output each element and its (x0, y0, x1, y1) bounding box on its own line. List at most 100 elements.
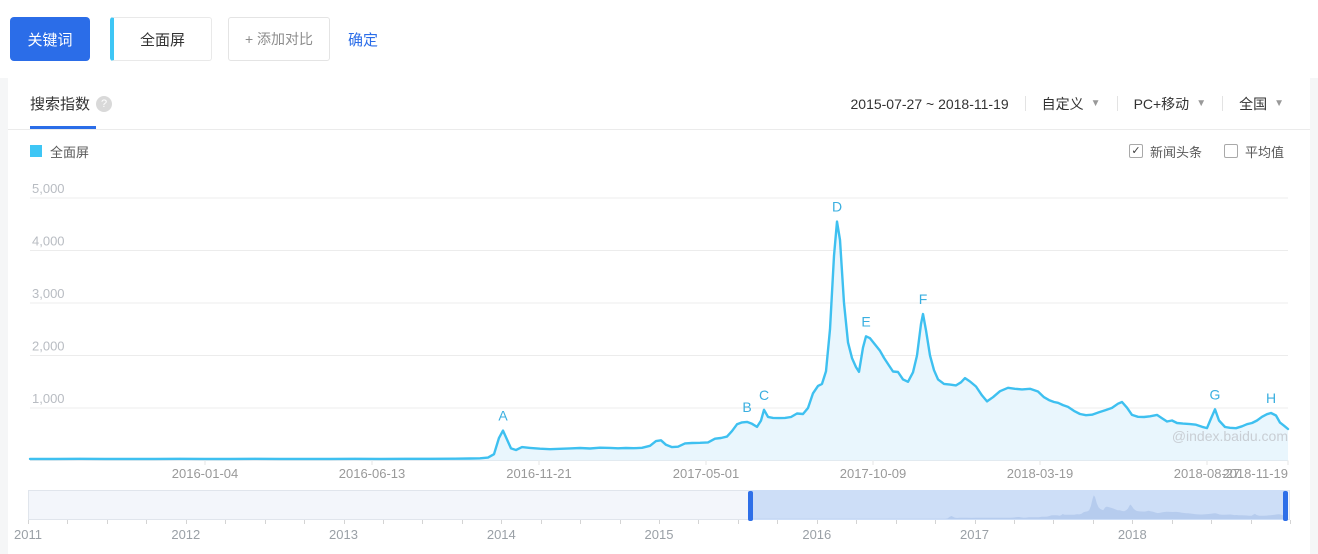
slider-year-label: 2013 (329, 527, 358, 542)
slider-tick (1171, 520, 1173, 524)
keyword-tab-label: 全面屏 (139, 31, 185, 49)
slider-selection[interactable] (750, 490, 1286, 520)
top-toolbar: 关键词 全面屏 + 添加对比 确定 (0, 0, 1318, 78)
slider-year-label: 2012 (171, 527, 201, 542)
dropdown-device-label: PC+移动 (1133, 95, 1190, 112)
y-axis-label: 3,000 (32, 286, 65, 301)
slider-tick (895, 520, 897, 524)
slider-tick (777, 520, 779, 524)
slider-track[interactable] (28, 490, 1290, 521)
dropdown-region[interactable]: 全国 ▼ (1239, 94, 1284, 114)
slider-year-label: 2016 (802, 527, 832, 542)
x-axis-label: 2018-08-27 (1174, 466, 1241, 481)
help-icon[interactable]: ? (96, 95, 113, 112)
add-compare-button[interactable]: + 添加对比 (228, 17, 330, 61)
x-axis-label: 2017-10-09 (840, 466, 907, 481)
slider-tick (225, 520, 227, 524)
slider-tick (1290, 520, 1291, 524)
dropdown-date-mode-label: 自定义 (1041, 95, 1084, 112)
confirm-link[interactable]: 确定 (348, 31, 379, 49)
y-axis-label: 5,000 (32, 181, 65, 196)
toggle-news-headlines[interactable]: ✓ 新闻头条 (1128, 142, 1202, 161)
slider-tick (343, 520, 345, 524)
legend-row: 全面屏 ✓ 新闻头条 平均值 (30, 138, 1284, 164)
trend-chart[interactable]: 1,000 2,000 3,000 4,000 5,000 2016-01-04 2016-… (8, 173, 1310, 485)
toggle-average-label: 平均值 (1244, 144, 1284, 160)
keyword-button[interactable]: 关键词 (10, 17, 90, 61)
slider-tick (1092, 520, 1094, 524)
slider-year-label: 2015 (644, 527, 674, 542)
peak-marker-G[interactable]: G (1210, 386, 1221, 402)
slider-tick (816, 520, 818, 524)
dropdown-region-label: 全国 (1239, 95, 1268, 112)
divider (1116, 96, 1118, 111)
chevron-down-icon: ▼ (1090, 98, 1101, 109)
toggle-average[interactable]: 平均值 (1223, 142, 1284, 161)
slider-tick (382, 520, 384, 524)
slider-year-label: 2018 (1117, 527, 1147, 542)
date-range-text: 2015-07-27 ~ 2018-11-19 (850, 95, 1009, 112)
y-axis-label: 2,000 (32, 339, 65, 354)
slider-tick (264, 520, 266, 524)
slider-tick (1053, 520, 1055, 524)
peak-marker-F[interactable]: F (919, 291, 928, 307)
slider-tick (67, 520, 69, 524)
slider-year-label: 2011 (14, 527, 42, 542)
slider-tick (146, 520, 148, 524)
peak-marker-A[interactable]: A (498, 408, 508, 424)
slider-handle-left[interactable] (748, 491, 753, 521)
x-axis-label: 2018-11-19 (1222, 466, 1288, 481)
divider (1222, 96, 1224, 111)
slider-tick (659, 520, 660, 524)
search-index-panel: 搜索指数 ? 2015-07-27 ~ 2018-11-19 自定义 ▼ PC+… (8, 78, 1310, 554)
peak-marker-D[interactable]: D (832, 199, 842, 215)
chevron-down-icon: ▼ (1196, 98, 1207, 109)
panel-header: 搜索指数 ? 2015-07-27 ~ 2018-11-19 自定义 ▼ PC+… (8, 78, 1310, 130)
slider-year-label: 2014 (486, 527, 516, 542)
dropdown-date-mode[interactable]: 自定义 ▼ (1042, 94, 1101, 114)
tab-search-index[interactable]: 搜索指数 (30, 96, 91, 113)
time-range-slider: 2011 2012 2013 2014 2015 2016 2017 2018 (14, 490, 1291, 552)
slider-tick (106, 520, 108, 524)
slider-tick (501, 520, 503, 524)
slider-tick (28, 520, 29, 524)
slider-tick (698, 520, 700, 524)
x-axis-label: 2017-05-01 (673, 466, 740, 481)
peak-marker-B[interactable]: B (742, 399, 751, 415)
active-tab-underline (30, 126, 96, 129)
legend-series-label: 全面屏 (50, 144, 90, 160)
slider-ticks (28, 520, 1291, 526)
series-area (30, 221, 1288, 461)
slider-tick (1132, 520, 1134, 524)
slider-tick (974, 520, 976, 524)
slider-tick (935, 520, 937, 524)
checkbox-checked-icon: ✓ (1128, 144, 1143, 158)
slider-handle-right[interactable] (1283, 491, 1288, 521)
slider-year-label: 2017 (960, 527, 989, 542)
slider-tick (1211, 520, 1213, 524)
dropdown-device[interactable]: PC+移动 ▼ (1134, 94, 1207, 114)
checkbox-unchecked-icon (1223, 144, 1238, 158)
legend-swatch (30, 145, 42, 157)
chevron-down-icon: ▼ (1274, 98, 1284, 109)
peak-marker-E[interactable]: E (861, 313, 870, 329)
slider-tick (737, 520, 739, 524)
slider-tick (461, 520, 463, 524)
slider-tick (1013, 520, 1015, 524)
x-axis-label: 2016-01-04 (172, 466, 239, 481)
y-axis-label: 4,000 (32, 234, 65, 249)
peak-marker-C[interactable]: C (759, 387, 769, 403)
keyword-tab[interactable]: 全面屏 (110, 17, 212, 61)
slider-tick (185, 520, 187, 524)
slider-tick (304, 520, 306, 524)
y-axis-label: 1,000 (32, 391, 65, 406)
slider-mini-area (750, 495, 1286, 519)
watermark: @index.baidu.com (1172, 428, 1288, 444)
slider-tick (856, 520, 858, 524)
slider-mini-chart (750, 495, 1286, 519)
peak-marker-H[interactable]: H (1266, 390, 1276, 406)
slider-tick (1250, 520, 1252, 524)
series-line (28, 220, 1290, 461)
divider (1024, 96, 1026, 111)
slider-tick (580, 520, 582, 524)
